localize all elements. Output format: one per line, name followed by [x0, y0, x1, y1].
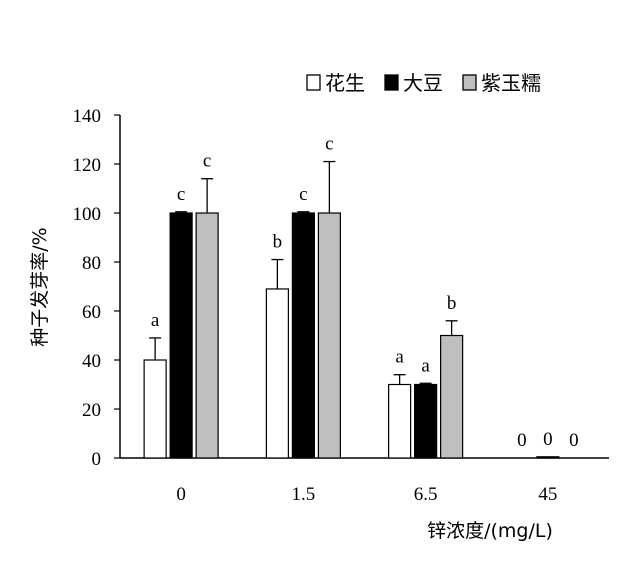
y-tick-label: 100	[73, 204, 102, 225]
x-tick-label: 45	[538, 484, 557, 505]
y-axis-label: 种子发芽率/%	[29, 227, 51, 346]
significance-label: 0	[569, 430, 579, 451]
significance-label: c	[299, 184, 307, 205]
axes-layer: 0 20 40 60 80 100 120 140 0 1.5 6.5 45	[73, 106, 609, 505]
significance-label: b	[447, 293, 457, 314]
y-tick-label: 0	[92, 449, 102, 470]
x-axis-label: 锌浓度/(mg/L)	[427, 520, 553, 542]
x-tick-label: 1.5	[292, 484, 316, 505]
bar	[143, 359, 167, 459]
y-tick-label: 60	[82, 302, 101, 323]
y-tick-label: 40	[82, 351, 101, 372]
bar	[536, 456, 560, 459]
x-tick-label: 6.5	[414, 484, 438, 505]
significance-label: a	[151, 310, 160, 331]
significance-label: c	[203, 151, 211, 172]
legend-swatch	[462, 74, 477, 91]
legend-swatch	[306, 74, 321, 91]
significance-label: b	[273, 232, 283, 253]
bar	[440, 334, 464, 459]
legend: 花生 大豆 紫玉糯	[306, 71, 541, 95]
x-tick-label: 0	[176, 484, 186, 505]
bar	[388, 383, 412, 459]
bar	[291, 212, 315, 459]
y-tick-label: 140	[73, 106, 102, 127]
y-tick-label: 120	[73, 155, 102, 176]
significance-label: a	[421, 355, 430, 376]
bar	[195, 212, 219, 459]
legend-label: 大豆	[403, 71, 443, 95]
bar	[414, 383, 438, 459]
bar	[169, 212, 193, 459]
bar	[265, 288, 289, 459]
legend-swatch	[384, 74, 399, 91]
bar	[317, 212, 341, 459]
significance-label: c	[177, 184, 185, 205]
y-tick-label: 80	[82, 253, 101, 274]
bars-layer	[143, 160, 560, 459]
significance-label: 0	[517, 430, 527, 451]
significance-label: 0	[543, 429, 553, 450]
y-tick-label: 20	[82, 400, 101, 421]
legend-label: 花生	[325, 71, 365, 95]
legend-label: 紫玉糯	[481, 71, 541, 95]
significance-label: a	[395, 347, 404, 368]
significance-label: c	[325, 134, 333, 155]
